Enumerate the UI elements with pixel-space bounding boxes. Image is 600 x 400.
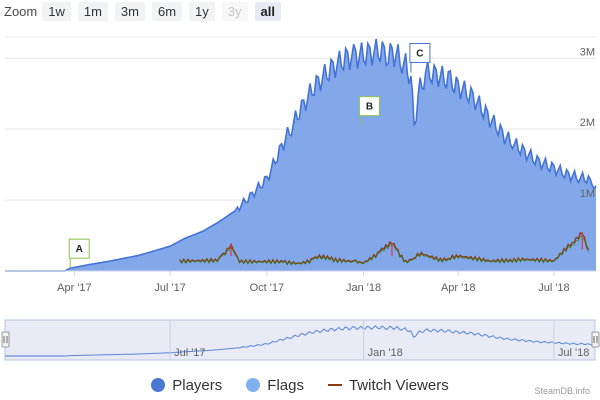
- twitch-series: [179, 231, 590, 266]
- legend-item-twitch[interactable]: Twitch Viewers: [327, 376, 449, 394]
- zoom-all-button[interactable]: all: [254, 1, 281, 21]
- legend-label: Players: [172, 376, 223, 394]
- zoom-1w-button[interactable]: 1w: [42, 1, 71, 21]
- y-tick-label: 3M: [580, 46, 595, 58]
- navigator-label: Jul '18: [558, 347, 589, 359]
- zoom-3m-button[interactable]: 3m: [114, 1, 145, 21]
- legend: Players Flags Twitch Viewers: [0, 374, 600, 396]
- flag-box: [68, 238, 90, 259]
- x-tick-label: Jul '17: [154, 282, 185, 294]
- flag-box: [358, 96, 380, 117]
- flag-a[interactable]: A: [68, 238, 90, 269]
- flags-layer: A B C: [68, 42, 431, 269]
- zoom-bar: Zoom 1w 1m 3m 6m 1y 3y all: [0, 0, 288, 22]
- players-line: [64, 38, 597, 272]
- legend-label: Twitch Viewers: [348, 376, 449, 394]
- legend-item-flags[interactable]: Flags: [246, 377, 304, 394]
- flag-box: [409, 42, 431, 63]
- credit: SteamDB.info: [534, 386, 590, 396]
- flag-label: B: [366, 102, 373, 113]
- x-tick-label: Jan '18: [346, 282, 381, 294]
- x-tick-label: Apr '18: [441, 282, 476, 294]
- flag-label: C: [416, 48, 423, 59]
- x-axis: Apr '17 Jul '17 Oct '17 Jan '18 Apr '18 Jul '…: [5, 270, 596, 294]
- x-tick-label: Apr '17: [57, 282, 92, 294]
- twitch-legend-line-icon: [327, 384, 342, 386]
- x-tick-label: Oct '17: [250, 282, 285, 294]
- twitch-line-shadow: [179, 235, 589, 266]
- zoom-6m-button[interactable]: 6m: [151, 1, 183, 21]
- flags-legend-dot-icon: [246, 378, 261, 392]
- flag-label: A: [76, 244, 83, 255]
- navigator-series: [64, 325, 596, 357]
- navigator-label: Jul '17: [174, 347, 205, 359]
- y-tick-label: 2M: [580, 117, 595, 129]
- x-tick-label: Jul '18: [538, 282, 569, 294]
- navigator-left-handle[interactable]: [1, 331, 10, 348]
- zoom-1m-button[interactable]: 1m: [77, 1, 108, 21]
- y-axis: 1M 2M 3M: [580, 46, 595, 200]
- zoom-1y-button[interactable]: 1y: [189, 1, 215, 21]
- legend-item-players[interactable]: Players: [151, 377, 222, 394]
- navigator-background: [4, 319, 596, 361]
- flag-c[interactable]: C: [409, 42, 431, 73]
- zoom-label: Zoom: [4, 3, 38, 19]
- zoom-3y-button: 3y: [221, 1, 248, 21]
- navigator-right-handle[interactable]: [591, 331, 600, 348]
- players-area: [64, 38, 596, 272]
- players-series: [5, 38, 597, 272]
- flag-b[interactable]: B: [358, 96, 380, 126]
- players-legend-dot-icon: [151, 378, 166, 392]
- navigator: Jul '17 Jan '18 Jul '18: [1, 319, 600, 361]
- y-tick-label: 1M: [580, 188, 595, 200]
- navigator-label: Jan '18: [368, 347, 403, 359]
- legend-label: Flags: [267, 376, 304, 394]
